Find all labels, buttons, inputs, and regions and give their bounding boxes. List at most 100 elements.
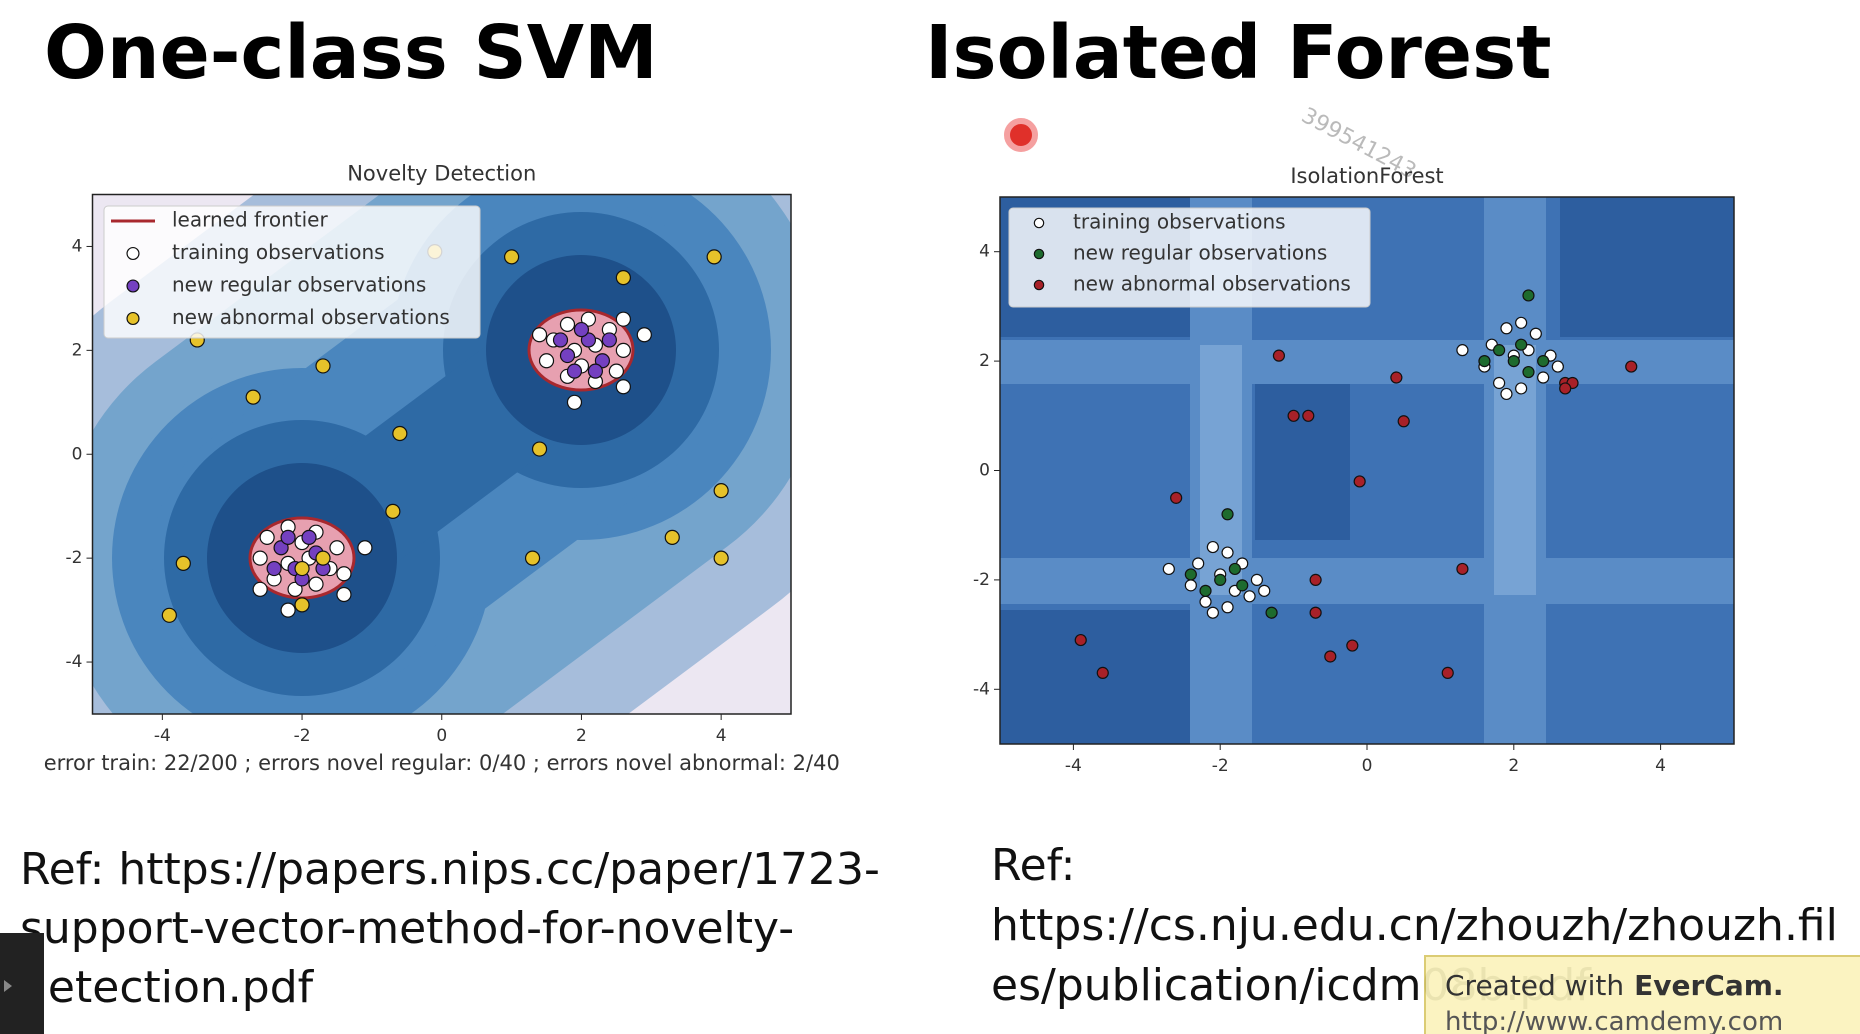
point <box>1522 289 1535 302</box>
point <box>531 327 548 343</box>
chart: IsolationForest -4 -2 0 2 4 -4 -2 0 2 4 training ob… <box>973 164 1735 776</box>
y-tick-label: 0 <box>979 461 990 481</box>
point <box>252 581 268 597</box>
point <box>385 503 401 519</box>
y-tick-label: 2 <box>72 340 83 360</box>
point <box>245 389 261 405</box>
heading: One-class SVM <box>44 10 658 96</box>
point <box>587 363 604 379</box>
chart-title: IsolationForest <box>1290 164 1443 188</box>
point <box>615 342 631 358</box>
point <box>1287 409 1300 422</box>
point <box>308 576 324 592</box>
point <box>1522 365 1535 379</box>
point <box>580 332 597 348</box>
point <box>1500 322 1513 335</box>
point <box>552 332 569 348</box>
point <box>336 586 352 603</box>
point <box>1529 327 1542 340</box>
point <box>252 550 268 566</box>
reference: https://cs.nju.edu.cn/zhouzh/zhouzh.fil <box>991 900 1838 951</box>
y-tick-label: -2 <box>66 548 83 568</box>
legend-box <box>1008 207 1371 308</box>
badge-text: Created with EverCam. <box>1445 969 1784 1002</box>
x-tick-label: -2 <box>1212 756 1229 776</box>
point <box>566 363 583 379</box>
point <box>175 555 191 571</box>
legend-box <box>103 205 481 339</box>
point <box>1309 606 1322 619</box>
point <box>1302 409 1315 422</box>
legend-marker <box>1033 248 1045 260</box>
point <box>615 270 631 286</box>
point <box>1507 355 1520 368</box>
point <box>357 540 373 556</box>
point <box>1441 666 1454 679</box>
y-tick-label: -4 <box>66 652 83 672</box>
y-tick-label: 0 <box>72 444 83 464</box>
x-axis-label: error train: 22/200 ; errors novel regul… <box>44 751 840 775</box>
point <box>1214 573 1227 587</box>
point <box>315 550 331 566</box>
point <box>1500 387 1513 401</box>
legend-label: learned frontier <box>172 208 328 232</box>
point <box>1206 606 1219 619</box>
y-tick-label: -2 <box>973 570 990 590</box>
point <box>1074 633 1087 647</box>
point <box>266 560 282 577</box>
point <box>280 602 296 618</box>
x-tick-label: 4 <box>1655 756 1666 776</box>
point <box>1184 579 1197 592</box>
point <box>1456 344 1469 357</box>
point <box>559 347 576 364</box>
x-tick-label: 0 <box>1362 756 1373 776</box>
point <box>161 607 177 623</box>
point <box>1625 360 1638 373</box>
point <box>294 597 310 613</box>
legend-marker <box>126 279 140 293</box>
y-tick-label: 4 <box>979 242 990 262</box>
point <box>1236 579 1249 592</box>
point <box>559 316 576 332</box>
point <box>1221 546 1234 559</box>
point <box>294 560 310 577</box>
point <box>273 540 289 556</box>
point <box>580 311 597 327</box>
legend-marker <box>126 311 140 326</box>
legend-label: new regular observations <box>172 273 426 297</box>
point <box>1493 376 1506 390</box>
reference: detection.pdf <box>20 962 315 1013</box>
point <box>608 363 624 379</box>
point <box>1309 573 1322 587</box>
reference: Ref: https://papers.nips.cc/paper/1723- <box>20 844 880 895</box>
point <box>280 529 296 545</box>
point <box>259 529 275 545</box>
point <box>1515 338 1528 351</box>
record-indicator <box>1004 118 1038 152</box>
point <box>615 311 631 327</box>
point <box>1515 382 1528 395</box>
x-tick-label: 2 <box>576 726 587 746</box>
reference: support-vector-method-for-novelty- <box>20 903 794 954</box>
chart: Novelty Detection error train: 22/200 ; e… <box>44 162 840 776</box>
point <box>1228 562 1241 576</box>
point <box>315 358 331 374</box>
play-icon <box>4 980 12 992</box>
x-tick-label: 4 <box>716 726 727 746</box>
x-tick-label: -2 <box>294 726 311 746</box>
point <box>1559 382 1572 395</box>
badge: Created with EverCam. http://www.camdemy.… <box>1424 955 1860 1034</box>
heading: Isolated Forest <box>925 10 1552 96</box>
badge-brand: EverCam. <box>1634 969 1783 1002</box>
point <box>1493 344 1506 357</box>
point <box>1199 584 1212 597</box>
point <box>1258 584 1271 597</box>
point <box>1324 650 1337 663</box>
badge-url: http://www.camdemy.com <box>1445 1007 1783 1034</box>
point <box>1397 415 1410 428</box>
legend-label: new abnormal observations <box>172 305 450 329</box>
point <box>713 550 729 566</box>
point <box>1096 666 1109 679</box>
